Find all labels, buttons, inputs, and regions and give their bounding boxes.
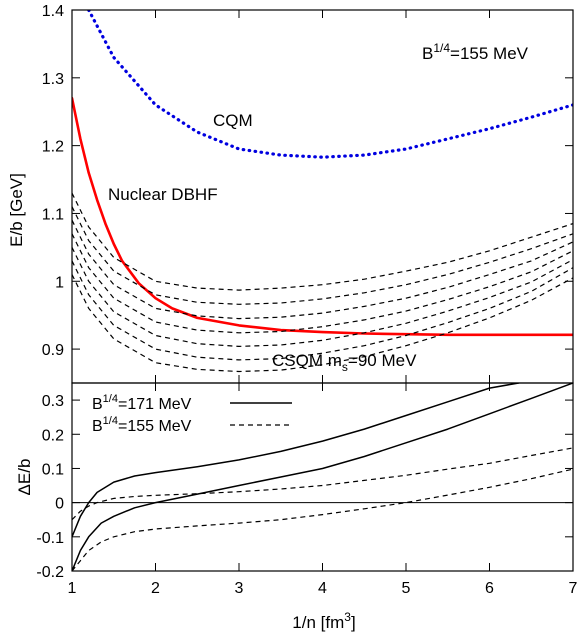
y-tick-label: 0.1 — [42, 461, 64, 478]
annotation-bag-constant: B1/4=155 MeV — [422, 41, 529, 63]
y-tick-label: 0.9 — [42, 342, 64, 359]
y-tick-label: 1.2 — [42, 139, 64, 156]
dbhf-curve — [72, 96, 573, 337]
dashed-curve — [72, 274, 573, 373]
x-tick-label: 1 — [68, 580, 77, 597]
legend-label-171: B1/4=171 MeV — [92, 393, 192, 413]
y-tick-label: 1 — [55, 274, 64, 291]
x-tick-label: 6 — [485, 580, 494, 597]
y-tick-label: -0.2 — [36, 564, 64, 581]
y-tick-label: 1.3 — [42, 71, 64, 88]
x-tick-label: 3 — [235, 580, 244, 597]
dashed-curve — [72, 219, 573, 320]
x-tick-label: 5 — [402, 580, 411, 597]
dashed-curve — [72, 247, 573, 347]
bottom-panel: -0.2 -0.1 0 0.1 0.2 0.3 1 2 3 4 5 6 7 ΔE/b 1/n [fm3… — [15, 382, 578, 632]
top-panel: 0.911.11.21.31.4 E/b [GeV] B1/4=155 MeV … — [7, 3, 574, 384]
y-tick-label: 1.4 — [42, 3, 64, 20]
annotation-csqm: CSQM ms=90 MeV — [272, 351, 417, 374]
solid-curve — [72, 383, 573, 571]
cqm-curve — [87, 10, 573, 159]
x-tick-label: 2 — [151, 580, 160, 597]
top-y-axis-label: E/b [GeV] — [7, 173, 26, 247]
dashed-curve — [72, 233, 573, 334]
y-tick-label: 0 — [55, 496, 64, 513]
dashed-curve — [72, 447, 573, 521]
x-tick-label: 4 — [318, 580, 327, 597]
y-tick-label: 0.3 — [42, 393, 64, 410]
y-tick-label: -0.1 — [36, 530, 64, 547]
x-axis-label: 1/n [fm3] — [292, 610, 355, 632]
dashed-curve — [72, 206, 573, 305]
annotation-nuclear-dbhf: Nuclear DBHF — [108, 185, 218, 204]
legend: B1/4=171 MeV B1/4=155 MeV — [92, 393, 292, 435]
solid-curve — [72, 383, 520, 538]
y-tick-label: 0.2 — [42, 427, 64, 444]
legend-label-155: B1/4=155 MeV — [92, 415, 192, 435]
dashed-curve — [72, 192, 573, 291]
x-tick-label: 7 — [569, 580, 578, 597]
dashed-curve — [72, 468, 573, 571]
dashed-curve — [72, 260, 573, 361]
y-tick-label: 1.1 — [42, 206, 64, 223]
annotation-cqm: CQM — [213, 111, 253, 130]
bottom-y-axis-label: ΔE/b — [15, 459, 34, 496]
